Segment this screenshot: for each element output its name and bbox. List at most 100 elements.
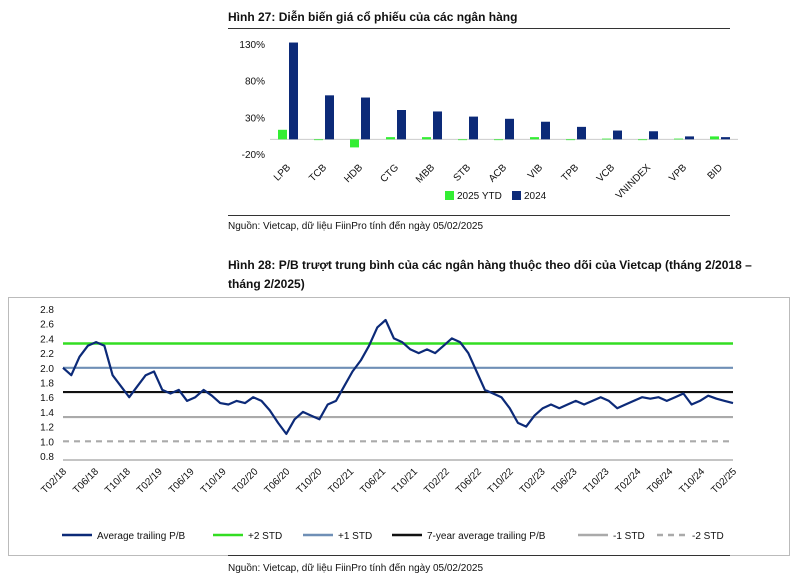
fig28-title: Hình 28: P/B trượt trung bình của các ng…	[228, 256, 768, 294]
fig27-bottom-rule	[228, 215, 730, 216]
bar-2025-ytd	[350, 139, 359, 148]
bar-2024	[541, 121, 550, 140]
bar-2025-ytd	[674, 138, 683, 140]
x-tick-label: T02/25	[709, 466, 739, 496]
bar-2024	[433, 111, 442, 140]
x-tick-label: T10/24	[677, 466, 707, 496]
fig28-label: Hình 28:	[228, 258, 276, 272]
bar-2025-ytd	[278, 129, 287, 140]
x-tick-label: T02/21	[326, 466, 356, 496]
x-tick-label: T10/19	[199, 466, 229, 496]
x-tick-label: T02/23	[518, 466, 548, 496]
x-tick-label: T06/24	[646, 466, 676, 496]
fig28-bottom-rule	[228, 555, 730, 556]
x-tick-label: T02/19	[135, 466, 165, 496]
bar-2025-ytd	[710, 136, 719, 140]
x-category-label: TCB	[307, 162, 329, 184]
avg-trailing-pb-line	[62, 318, 734, 435]
x-tick-label: T02/24	[614, 466, 644, 496]
y-tick-label: 1.6	[40, 393, 54, 404]
fig27-top-rule	[228, 28, 730, 29]
x-tick-label: T02/22	[422, 466, 452, 496]
y-tick-label: 2.0	[40, 364, 54, 375]
x-category-label: HDB	[342, 162, 365, 185]
chart-frame	[8, 297, 790, 556]
x-category-label: VCB	[595, 162, 618, 185]
x-tick-label: T06/23	[550, 466, 580, 496]
bar-2024	[469, 116, 478, 140]
legend-label-plus2-std: +2 STD	[248, 531, 282, 542]
x-tick-label: T10/20	[295, 466, 325, 496]
fig27-label: Hình 27:	[228, 10, 276, 24]
fig27-title-text: Diễn biến giá cổ phiếu của các ngân hàng	[278, 10, 518, 24]
x-tick-label: T10/23	[582, 466, 612, 496]
x-tick-label: T06/21	[358, 466, 388, 496]
x-tick-label: T02/20	[231, 466, 261, 496]
y-tick-label: 2.4	[40, 334, 54, 345]
bar-2024	[649, 131, 658, 140]
bar-2025-ytd	[386, 137, 395, 140]
bar-2025-ytd	[566, 139, 575, 141]
x-category-label: MBB	[414, 162, 437, 185]
x-category-label: VNINDEX	[614, 162, 653, 201]
y-tick-label: -20%	[242, 150, 265, 161]
fig27-source: Nguồn: Vietcap, dữ liệu FiinPro tính đến…	[228, 221, 484, 232]
y-tick-label: 2.2	[40, 349, 54, 360]
x-category-label: STB	[452, 162, 474, 184]
bar-2025-ytd	[530, 137, 539, 140]
bar-2024	[361, 97, 370, 140]
bar-2024	[325, 95, 334, 140]
y-tick-label: 0.8	[40, 452, 54, 463]
bar-2025-ytd	[638, 139, 647, 141]
legend-label-2025-ytd: 2025 YTD	[457, 191, 502, 202]
bar-2024	[721, 137, 730, 140]
y-tick-label: 1.8	[40, 379, 54, 390]
y-tick-label: 1.2	[40, 423, 54, 434]
x-category-label: LPB	[272, 162, 293, 183]
bar-2025-ytd	[422, 137, 431, 140]
legend-label-plus1-std: +1 STD	[338, 531, 372, 542]
y-tick-label: 30%	[245, 113, 265, 124]
fig28-title-line2: tháng 2/2025)	[228, 277, 305, 291]
y-tick-label: 80%	[245, 77, 265, 88]
legend-label-avg-trailing-pb: Average trailing P/B	[97, 531, 186, 542]
legend-label-minus2-std: -2 STD	[692, 531, 724, 542]
bar-2025-ytd	[494, 139, 503, 141]
bar-2024	[577, 126, 586, 140]
bar-2025-ytd	[602, 138, 611, 140]
x-tick-label: T10/22	[486, 466, 516, 496]
bar-2024	[289, 42, 298, 140]
x-tick-label: T10/21	[390, 466, 420, 496]
legend-swatch-2024	[512, 191, 521, 200]
y-tick-label: 130%	[239, 40, 265, 51]
x-tick-label: T06/20	[263, 466, 293, 496]
x-category-label: VPB	[667, 162, 689, 184]
x-category-label: ACB	[487, 162, 510, 185]
bar-2025-ytd	[458, 139, 467, 141]
fig28-title-line1: P/B trượt trung bình của các ngân hàng t…	[278, 258, 752, 272]
y-tick-label: 2.8	[40, 305, 54, 316]
y-tick-label: 1.4	[40, 408, 54, 419]
bar-2024	[613, 130, 622, 140]
x-tick-label: T02/18	[39, 466, 69, 496]
x-category-label: BID	[706, 162, 726, 182]
legend-swatch-2025-ytd	[445, 191, 454, 200]
legend-label-avg-7y: 7-year average trailing P/B	[427, 531, 546, 542]
x-category-label: TPB	[560, 162, 582, 184]
x-tick-label: T10/18	[103, 466, 133, 496]
bar-chart: 130% 80% 30% -20% LPB TCB HDB CTG MBB STB ACB VIB TP…	[239, 40, 738, 202]
bar-2024	[505, 118, 514, 140]
legend-label-minus1-std: -1 STD	[613, 531, 645, 542]
bar-2024	[685, 136, 694, 140]
x-tick-label: T06/22	[454, 466, 484, 496]
fig28-source: Nguồn: Vietcap, dữ liệu FiinPro tính đến…	[228, 563, 484, 574]
x-category-label: VIB	[526, 162, 545, 181]
y-tick-label: 1.0	[40, 437, 54, 448]
bar-2025-ytd	[314, 139, 323, 141]
y-tick-label: 2.6	[40, 320, 54, 331]
x-tick-label: T06/18	[71, 466, 101, 496]
legend-label-2024: 2024	[524, 191, 547, 202]
x-category-label: CTG	[378, 162, 401, 185]
x-tick-label: T06/19	[167, 466, 197, 496]
